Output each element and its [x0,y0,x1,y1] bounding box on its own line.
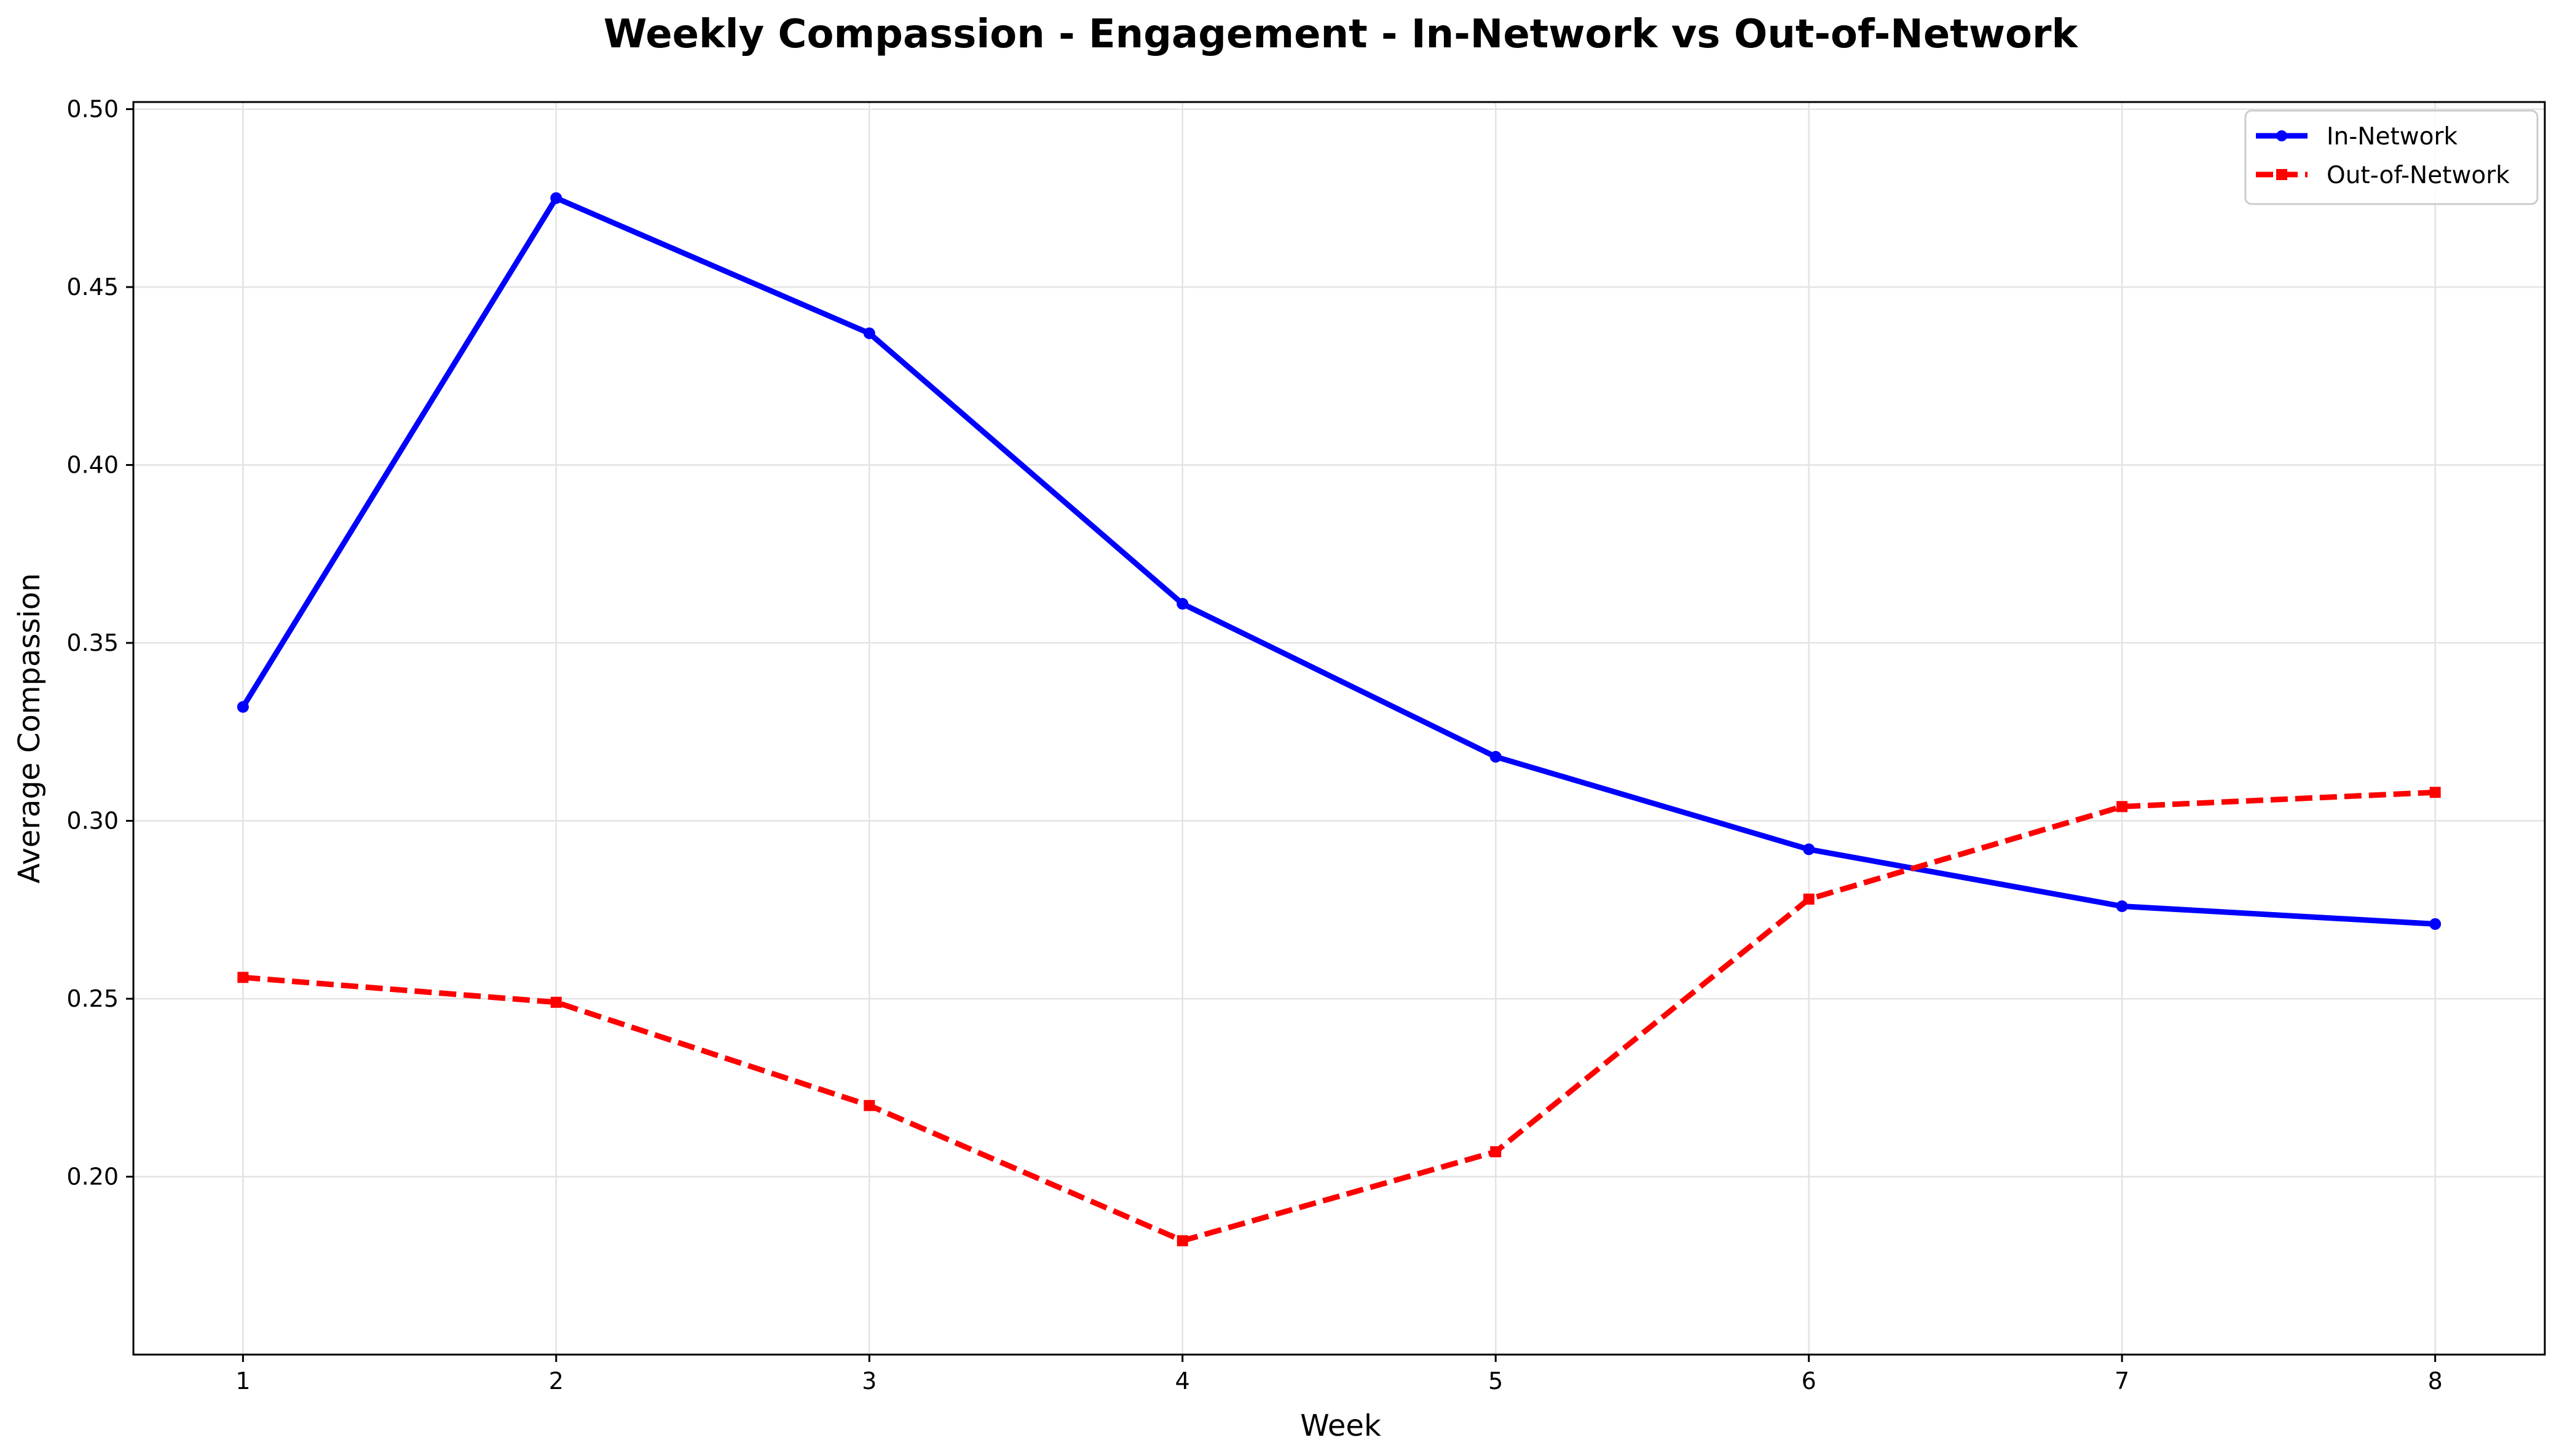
x-tick-label: 5 [1488,1367,1503,1395]
data-point-out-of-network [1490,1146,1502,1157]
y-tick-label: 0.40 [66,452,119,479]
y-tick-label: 0.25 [66,985,119,1012]
series-out-of-network [237,787,2441,1246]
plot-frame [132,101,2546,1356]
x-tick-label: 2 [549,1367,564,1395]
data-point-in-network [863,327,875,339]
x-axis-label: Week [1300,1409,1381,1443]
data-point-out-of-network [1177,1235,1188,1246]
y-tick-label: 0.50 [66,96,119,123]
data-point-in-network [1803,843,1815,856]
data-point-in-network [2429,918,2442,930]
x-tick-label: 3 [862,1367,877,1395]
y-tick-label: 0.20 [66,1163,119,1190]
y-tick-label: 0.35 [66,629,119,656]
x-axis: 1 2 3 4 5 6 7 8 [235,1355,2443,1395]
legend-label-out-of-network: Out-of-Network [2327,162,2510,189]
data-point-out-of-network [2116,801,2128,813]
data-point-in-network [1489,750,1502,763]
data-point-in-network [237,701,249,713]
data-point-in-network [2116,900,2128,912]
y-axis: 0.20 0.25 0.30 0.35 0.40 0.45 0.50 [66,96,133,1190]
data-point-out-of-network [1803,893,1815,905]
data-point-out-of-network [550,996,562,1008]
data-point-in-network [550,192,562,204]
series-in-network [237,192,2442,930]
series-line-out-of-network [242,789,2435,1244]
x-tick-label: 6 [1802,1367,1816,1395]
x-tick-label: 4 [1175,1367,1190,1395]
legend-label-in-network: In-Network [2327,123,2458,151]
grid [133,102,2545,1355]
legend-box [2244,109,2539,205]
series-layer [237,192,2442,1246]
chart-title: Weekly Compassion - Engagement - In-Netw… [604,12,2079,57]
legend: In-Network Out-of-Network [2244,109,2539,205]
data-point-out-of-network [864,1100,875,1111]
legend-marker-out-of-network [2276,169,2287,180]
legend-marker-in-network [2276,130,2287,141]
legend-entry-out-of-network: Out-of-Network [2256,162,2510,189]
x-tick-label: 1 [235,1367,250,1395]
y-axis-label: Average Compassion [12,573,47,883]
data-point-in-network [1177,597,1189,610]
series-line-in-network [240,195,2435,927]
x-tick-label: 7 [2115,1367,2129,1395]
y-tick-label: 0.30 [66,808,119,835]
x-tick-label: 8 [2428,1367,2443,1395]
data-point-out-of-network [237,972,249,983]
data-point-out-of-network [2429,787,2441,798]
legend-entry-in-network: In-Network [2256,123,2458,151]
y-tick-label: 0.45 [66,273,119,301]
